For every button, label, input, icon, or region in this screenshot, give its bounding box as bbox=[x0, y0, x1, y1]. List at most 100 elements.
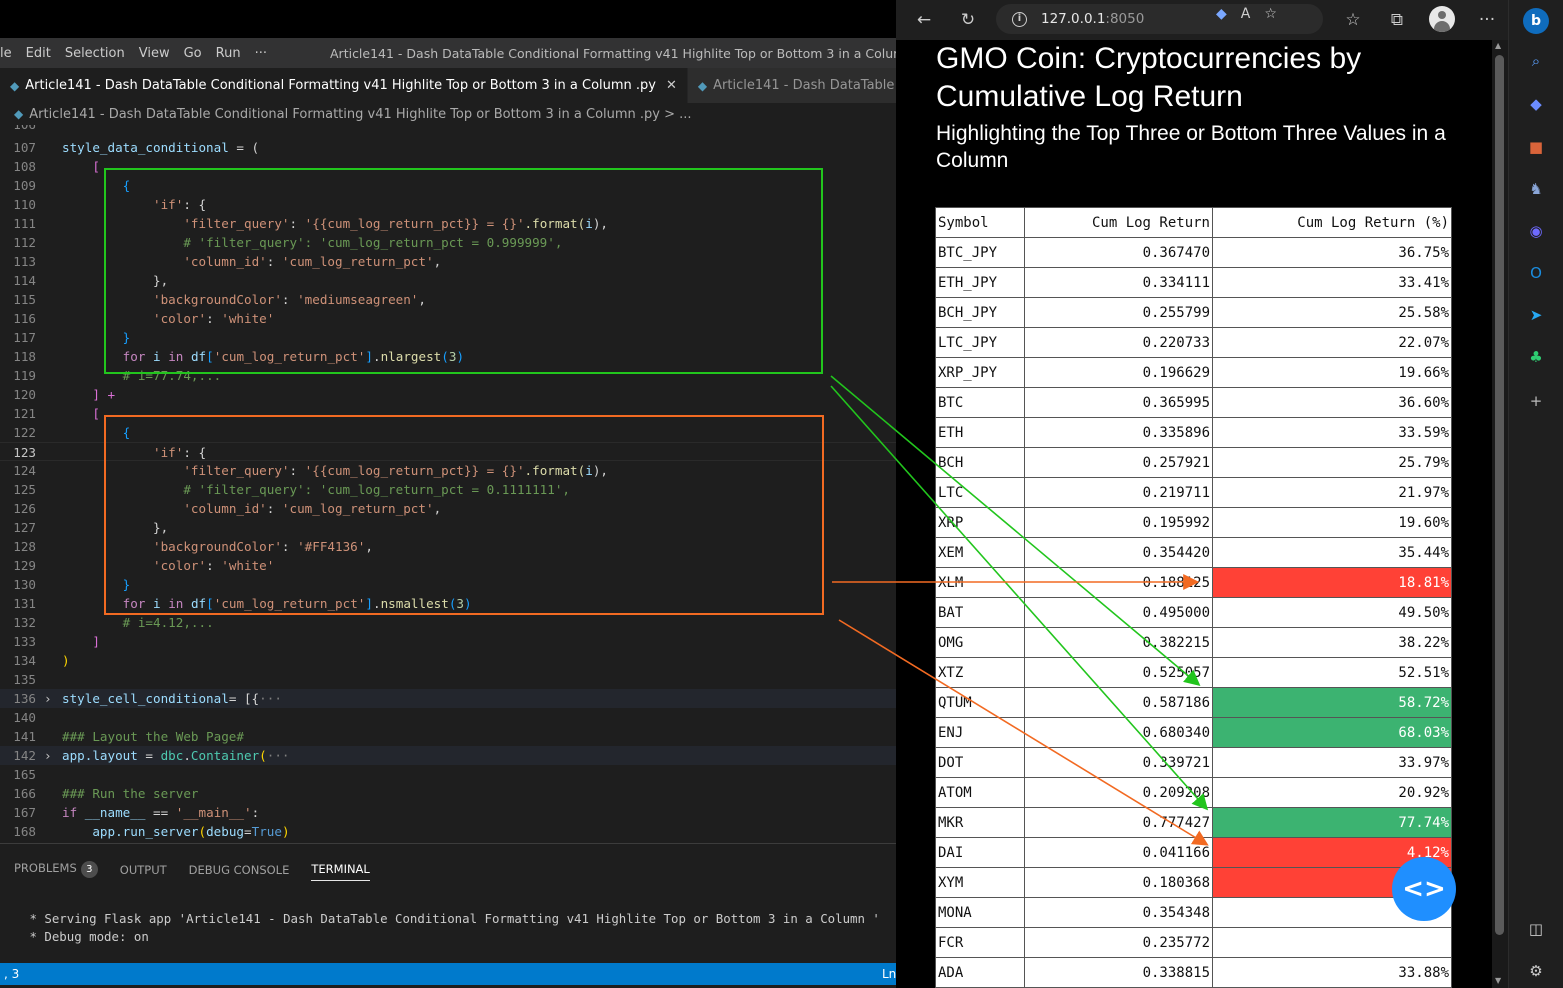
breadcrumb[interactable]: ◆ Article141 - Dash DataTable Conditiona… bbox=[0, 103, 896, 125]
cell-cum-log-return[interactable]: 0.365995 bbox=[1024, 387, 1213, 418]
cell-cum-log-return[interactable]: 0.195992 bbox=[1024, 507, 1213, 538]
cell-cum-log-return[interactable]: 0.255799 bbox=[1024, 297, 1213, 328]
settings-gear-icon[interactable]: ⚙ bbox=[1529, 962, 1543, 980]
cell-cum-log-return[interactable]: 0.354348 bbox=[1024, 897, 1213, 928]
bing-copilot-icon[interactable]: b bbox=[1523, 8, 1549, 34]
tab-terminal[interactable]: TERMINAL bbox=[311, 862, 370, 881]
cell-symbol[interactable]: ENJ bbox=[935, 717, 1025, 748]
telegram-send-icon[interactable]: ➤ bbox=[1529, 306, 1543, 324]
scroll-down-arrow-icon[interactable]: ▼ bbox=[1495, 976, 1502, 985]
tab-output[interactable]: OUTPUT bbox=[119, 862, 167, 877]
tag-icon[interactable]: ◆ bbox=[1530, 95, 1542, 113]
profile-avatar[interactable] bbox=[1429, 6, 1455, 32]
cell-cum-log-return-pct[interactable]: 36.60% bbox=[1212, 387, 1452, 418]
games-icon[interactable]: ♞ bbox=[1529, 180, 1543, 198]
cell-symbol[interactable]: LTC_JPY bbox=[935, 327, 1025, 358]
cell-cum-log-return-pct[interactable]: 20.92% bbox=[1212, 777, 1452, 808]
tools-briefcase-icon[interactable]: ■ bbox=[1528, 138, 1544, 156]
cell-cum-log-return-pct[interactable]: 35.44% bbox=[1212, 537, 1452, 568]
cell-cum-log-return[interactable]: 0.367470 bbox=[1024, 237, 1213, 268]
cell-cum-log-return[interactable]: 0.257921 bbox=[1024, 447, 1213, 478]
table-row[interactable]: XRP_JPY 0.196629 19.66% bbox=[935, 357, 1452, 388]
cell-cum-log-return[interactable]: 0.680340 bbox=[1024, 717, 1213, 748]
table-row[interactable]: OMG 0.382215 38.22% bbox=[935, 627, 1452, 658]
code-line-folded[interactable]: 136 › style_cell_conditional= [{··· bbox=[0, 689, 896, 708]
cell-symbol[interactable]: XRP_JPY bbox=[935, 357, 1025, 388]
status-cursor-position[interactable]: , 3 bbox=[4, 967, 20, 981]
table-row[interactable]: ETH_JPY 0.334111 33.41% bbox=[935, 267, 1452, 298]
table-row[interactable]: BCH 0.257921 25.79% bbox=[935, 447, 1452, 478]
cell-cum-log-return-pct[interactable]: 21.97% bbox=[1212, 477, 1452, 508]
dash-debug-button[interactable]: <> bbox=[1392, 857, 1456, 921]
cell-cum-log-return[interactable]: 0.196629 bbox=[1024, 357, 1213, 388]
close-icon[interactable]: ✕ bbox=[666, 78, 677, 93]
table-row[interactable]: ADA 0.338815 33.88% bbox=[935, 957, 1452, 988]
cell-symbol[interactable]: BCH bbox=[935, 447, 1025, 478]
column-header-cum-log-return-pct[interactable]: Cum Log Return (%) bbox=[1212, 207, 1452, 238]
menu-more[interactable]: ··· bbox=[254, 45, 267, 61]
tab-problems[interactable]: PROBLEMS 3 bbox=[14, 861, 98, 878]
add-favorite-icon[interactable]: ☆ bbox=[1264, 6, 1277, 22]
cell-cum-log-return-pct[interactable]: 36.75% bbox=[1212, 237, 1452, 268]
cell-cum-log-return-pct[interactable]: 33.41% bbox=[1212, 267, 1452, 298]
cell-cum-log-return-pct[interactable]: 25.79% bbox=[1212, 447, 1452, 478]
cell-cum-log-return-pct[interactable] bbox=[1212, 927, 1452, 958]
cell-symbol[interactable]: BTC bbox=[935, 387, 1025, 418]
extension-tag-icon[interactable]: ◆ bbox=[1216, 6, 1227, 22]
tab-article141-other[interactable]: ◆ Article141 - Dash DataTable Conditiona… bbox=[687, 68, 896, 103]
terminal-output[interactable]: * Serving Flask app 'Article141 - Dash D… bbox=[22, 910, 879, 946]
cell-cum-log-return-pct[interactable]: 18.81% bbox=[1212, 567, 1452, 598]
table-row[interactable]: BTC 0.365995 36.60% bbox=[935, 387, 1452, 418]
cell-symbol[interactable]: QTUM bbox=[935, 687, 1025, 718]
cell-symbol[interactable]: ATOM bbox=[935, 777, 1025, 808]
chevron-right-icon[interactable]: › bbox=[44, 691, 52, 706]
crypto-datatable[interactable]: Symbol Cum Log Return Cum Log Return (%)… bbox=[935, 207, 1452, 988]
cell-cum-log-return[interactable]: 0.587186 bbox=[1024, 687, 1213, 718]
add-icon[interactable]: + bbox=[1529, 392, 1543, 410]
cell-cum-log-return-pct[interactable]: 19.60% bbox=[1212, 507, 1452, 538]
refresh-icon[interactable]: ↻ bbox=[960, 10, 976, 30]
table-row[interactable]: BCH_JPY 0.255799 25.58% bbox=[935, 297, 1452, 328]
collections-icon[interactable]: ⧉ bbox=[1390, 10, 1404, 30]
table-row[interactable]: BTC_JPY 0.367470 36.75% bbox=[935, 237, 1452, 268]
cell-symbol[interactable]: OMG bbox=[935, 627, 1025, 658]
table-row[interactable]: LTC 0.219711 21.97% bbox=[935, 477, 1452, 508]
cell-cum-log-return[interactable]: 0.354420 bbox=[1024, 537, 1213, 568]
table-row[interactable]: XEM 0.354420 35.44% bbox=[935, 537, 1452, 568]
cell-cum-log-return-pct[interactable]: 77.74% bbox=[1212, 807, 1452, 838]
cell-symbol[interactable]: BAT bbox=[935, 597, 1025, 628]
table-row[interactable]: ATOM 0.209208 20.92% bbox=[935, 777, 1452, 808]
menu-file[interactable]: le bbox=[0, 45, 12, 61]
cell-cum-log-return[interactable]: 0.334111 bbox=[1024, 267, 1213, 298]
table-row[interactable]: XLM 0.188125 18.81% bbox=[935, 567, 1452, 598]
cell-symbol[interactable]: FCR bbox=[935, 927, 1025, 958]
cell-symbol[interactable]: DAI bbox=[935, 837, 1025, 868]
info-icon[interactable]: i bbox=[1012, 11, 1027, 27]
table-row[interactable]: ETH 0.335896 33.59% bbox=[935, 417, 1452, 448]
cell-symbol[interactable]: ETH_JPY bbox=[935, 267, 1025, 298]
cell-symbol[interactable]: BCH_JPY bbox=[935, 297, 1025, 328]
tab-debug-console[interactable]: DEBUG CONSOLE bbox=[188, 862, 290, 877]
office-icon[interactable]: ◉ bbox=[1529, 222, 1543, 240]
menu-run[interactable]: Run bbox=[215, 45, 241, 61]
address-bar[interactable]: i 127.0.0.1:8050 bbox=[996, 4, 1323, 34]
cell-cum-log-return[interactable]: 0.382215 bbox=[1024, 627, 1213, 658]
cell-symbol[interactable]: ETH bbox=[935, 417, 1025, 448]
table-row[interactable]: ENJ 0.680340 68.03% bbox=[935, 717, 1452, 748]
table-row[interactable]: MKR 0.777427 77.74% bbox=[935, 807, 1452, 838]
cell-symbol[interactable]: XRP bbox=[935, 507, 1025, 538]
menu-selection[interactable]: Selection bbox=[64, 45, 125, 61]
cell-cum-log-return-pct[interactable]: 49.50% bbox=[1212, 597, 1452, 628]
cell-symbol[interactable]: MKR bbox=[935, 807, 1025, 838]
cell-cum-log-return[interactable]: 0.339721 bbox=[1024, 747, 1213, 778]
cell-cum-log-return[interactable]: 0.220733 bbox=[1024, 327, 1213, 358]
table-row[interactable]: MONA 0.354348 bbox=[935, 897, 1452, 928]
table-row[interactable]: LTC_JPY 0.220733 22.07% bbox=[935, 327, 1452, 358]
table-row[interactable]: FCR 0.235772 bbox=[935, 927, 1452, 958]
cell-cum-log-return-pct[interactable]: 33.59% bbox=[1212, 417, 1452, 448]
tree-icon[interactable]: ♣ bbox=[1529, 348, 1543, 366]
cell-symbol[interactable]: XTZ bbox=[935, 657, 1025, 688]
cell-symbol[interactable]: MONA bbox=[935, 897, 1025, 928]
cell-cum-log-return[interactable]: 0.777427 bbox=[1024, 807, 1213, 838]
